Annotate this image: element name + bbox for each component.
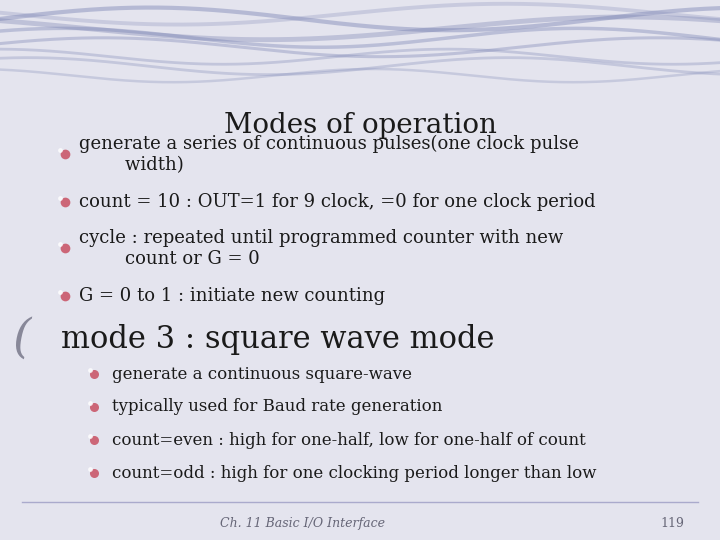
Text: cycle : repeated until programmed counter with new
        count or G = 0: cycle : repeated until programmed counte… xyxy=(79,229,564,268)
Text: count=odd : high for one clocking period longer than low: count=odd : high for one clocking period… xyxy=(112,465,596,482)
Text: G = 0 to 1 : initiate new counting: G = 0 to 1 : initiate new counting xyxy=(79,287,385,305)
Text: count=even : high for one-half, low for one-half of count: count=even : high for one-half, low for … xyxy=(112,431,585,449)
Text: mode 3 : square wave mode: mode 3 : square wave mode xyxy=(61,323,495,355)
Text: generate a series of continuous pulses(one clock pulse
        width): generate a series of continuous pulses(o… xyxy=(79,135,579,174)
Text: Modes of operation: Modes of operation xyxy=(224,112,496,139)
Text: Ch. 11 Basic I/O Interface: Ch. 11 Basic I/O Interface xyxy=(220,517,385,530)
Text: (: ( xyxy=(13,316,32,362)
Text: generate a continuous square-wave: generate a continuous square-wave xyxy=(112,366,412,383)
Text: 119: 119 xyxy=(660,517,684,530)
Text: typically used for Baud rate generation: typically used for Baud rate generation xyxy=(112,399,442,415)
Text: count = 10 : OUT=1 for 9 clock, =0 for one clock period: count = 10 : OUT=1 for 9 clock, =0 for o… xyxy=(79,193,596,211)
